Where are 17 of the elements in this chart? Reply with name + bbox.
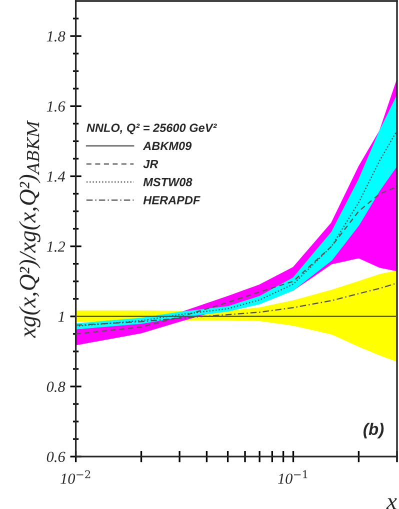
- legend-label: MSTW08: [143, 178, 192, 186]
- legend-title: NNLO, Q² = 25600 GeV²: [86, 124, 217, 134]
- x-axis-title: x: [386, 498, 397, 509]
- y-axis-title: xg(x,Q²)/xg(x,Q²)$_{ABKM}$: [19, 120, 40, 338]
- legend-label: JR: [143, 160, 158, 168]
- y-tick-label: 1.8: [46, 31, 66, 42]
- x-tick-label: 10$^{−1}$: [278, 470, 308, 484]
- y-tick-label: 0.6: [46, 452, 66, 462]
- x-tick-label: 10$^{−2}$: [60, 470, 90, 484]
- y-tick-label: 1: [58, 312, 64, 322]
- annotation: (b): [363, 422, 384, 438]
- y-tick-label: 1.2: [46, 242, 66, 252]
- legend-label: ABKM09: [142, 142, 192, 150]
- y-tick-label: 1.6: [46, 101, 66, 112]
- y-tick-label: 0.8: [46, 382, 66, 392]
- legend-label: HERAPDF: [143, 196, 200, 204]
- y-tick-label: 1.4: [46, 171, 66, 182]
